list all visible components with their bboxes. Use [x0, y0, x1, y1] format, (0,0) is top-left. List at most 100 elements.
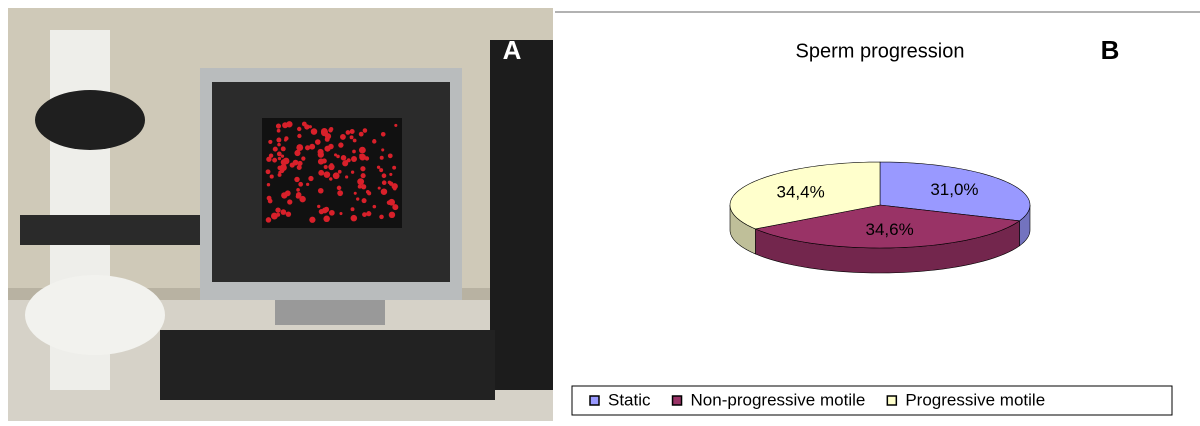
red-cell: [287, 199, 293, 205]
red-cell: [352, 149, 356, 154]
red-cell: [276, 128, 281, 133]
red-cell: [277, 165, 282, 171]
red-cell: [309, 143, 316, 150]
keyboard: [160, 330, 495, 400]
data-label: 34,6%: [865, 220, 913, 239]
red-cell: [372, 204, 377, 209]
red-cell: [310, 128, 318, 135]
screen-image: [262, 118, 402, 228]
red-cell: [285, 211, 292, 217]
red-cells: [265, 121, 399, 223]
red-cell: [362, 128, 368, 133]
red-cell: [366, 211, 372, 217]
red-cell: [280, 154, 285, 158]
red-cell: [277, 172, 282, 177]
red-cell: [308, 175, 314, 182]
red-cell: [332, 172, 340, 180]
red-cell: [323, 165, 328, 170]
red-cell: [338, 142, 344, 148]
red-cell: [317, 151, 324, 158]
red-cell: [381, 148, 385, 152]
red-cell: [268, 139, 273, 144]
red-cell: [323, 215, 330, 223]
red-cell: [280, 209, 287, 215]
red-cell: [275, 207, 281, 213]
red-cell: [345, 130, 351, 135]
legend-swatch: [589, 395, 600, 406]
panel-label: B: [1101, 35, 1120, 65]
dark-object: [490, 40, 553, 390]
legend-swatch: [671, 395, 683, 406]
red-cell: [340, 134, 346, 140]
red-cell: [358, 146, 366, 154]
red-cell: [282, 122, 289, 129]
slice: [879, 161, 1031, 222]
red-cell: [297, 133, 302, 139]
red-cell: [334, 153, 338, 157]
red-cell: [323, 171, 331, 178]
red-cell: [394, 123, 398, 127]
red-cell: [317, 204, 321, 209]
monitor-stand: [275, 300, 385, 325]
red-cell: [349, 129, 355, 135]
red-cell: [301, 121, 307, 127]
slice: [729, 161, 881, 230]
red-cell: [324, 136, 330, 142]
red-cell: [265, 217, 272, 223]
red-cell: [392, 204, 399, 211]
red-cell: [352, 138, 357, 143]
red-cell: [362, 212, 367, 218]
data-label: 31,0%: [930, 180, 978, 199]
legend-items: Static Non-progressive motile Progressive …: [589, 390, 1045, 409]
red-cell: [299, 195, 306, 203]
red-cell: [284, 136, 289, 141]
red-cell: [336, 154, 340, 159]
red-cell: [269, 174, 274, 179]
red-cell: [376, 165, 381, 169]
legend-label: Progressive motile: [905, 390, 1045, 409]
red-cell: [266, 183, 271, 187]
red-cell: [328, 128, 333, 133]
red-cell: [280, 146, 286, 152]
red-cell: [277, 156, 282, 161]
red-cell: [336, 185, 342, 191]
red-cell: [357, 184, 362, 189]
red-cell: [265, 169, 271, 175]
red-cell: [337, 169, 342, 174]
red-cell: [345, 175, 349, 179]
red-cell: [296, 144, 304, 151]
red-cell: [339, 211, 343, 216]
red-cell: [318, 208, 325, 215]
red-cell: [392, 186, 397, 191]
red-cell: [296, 164, 302, 170]
red-cell: [304, 145, 311, 151]
red-cell: [380, 188, 388, 195]
red-cell: [360, 166, 366, 172]
red-cell: [272, 157, 278, 163]
red-cell: [359, 153, 363, 157]
red-cell: [277, 142, 281, 147]
microscope-head: [35, 90, 145, 150]
red-cell: [275, 123, 282, 129]
microscope-base: [25, 275, 165, 355]
red-cell: [324, 145, 331, 152]
slice: [754, 204, 1021, 249]
red-cell: [276, 212, 281, 217]
red-cell: [295, 151, 300, 156]
red-cell: [389, 172, 393, 176]
pie: 31,0% 34,6% 34,4%: [729, 161, 1031, 274]
red-cell: [314, 139, 321, 145]
red-cell: [294, 176, 300, 183]
red-cell: [296, 188, 300, 192]
red-cell: [337, 190, 344, 197]
red-cell: [388, 211, 396, 219]
red-cell: [298, 181, 304, 187]
red-cell: [281, 192, 288, 199]
red-cell: [361, 184, 367, 190]
red-cell: [295, 192, 302, 198]
red-cell: [380, 131, 386, 137]
red-cell: [365, 190, 370, 194]
red-cell: [351, 156, 357, 162]
red-cell: [372, 139, 377, 144]
legend-label: Non-progressive motile: [691, 390, 866, 409]
